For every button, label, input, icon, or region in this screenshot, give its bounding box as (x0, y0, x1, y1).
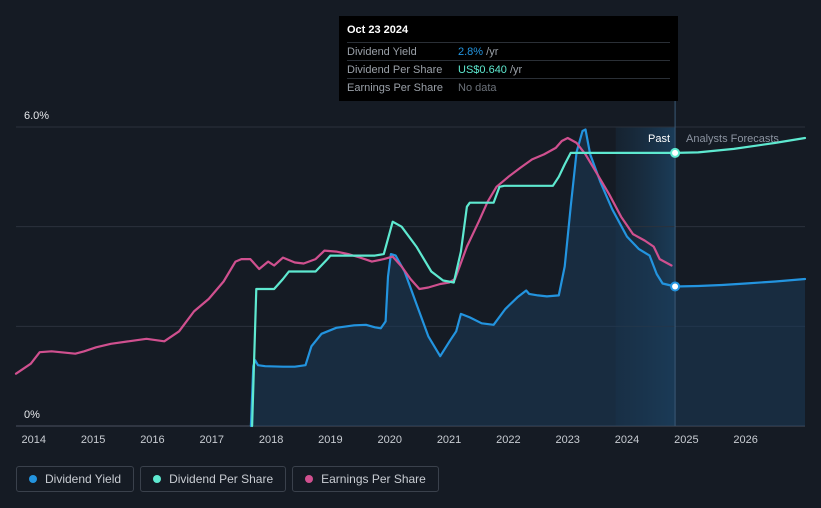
y-tick-label: 0% (24, 409, 40, 421)
tooltip-value: US$0.640 (458, 63, 507, 76)
y-tick-label: 6.0% (24, 110, 49, 122)
tooltip-label: Earnings Per Share (347, 81, 443, 94)
tooltip-row-earnings-per-share: Earnings Per Share No data (347, 78, 670, 96)
legend-item-earnings-per-share[interactable]: Earnings Per Share (292, 466, 439, 492)
legend-label: Dividend Per Share (169, 472, 274, 486)
legend-dot-icon (153, 475, 162, 483)
tooltip-unit: /yr (506, 63, 523, 76)
tooltip-row-dividend-per-share: Dividend Per Share US$0.640 /yr (347, 60, 670, 78)
legend-item-dividend-per-share[interactable]: Dividend Per Share (140, 466, 287, 492)
dividend-yield-line (249, 128, 807, 428)
x-tick-label: 2018 (259, 434, 283, 446)
x-tick-label: 2026 (733, 434, 757, 446)
x-tick-label: 2022 (496, 434, 520, 446)
x-tick-label: 2014 (22, 434, 46, 446)
legend-dot-icon (305, 475, 314, 483)
tooltip-label: Dividend Yield (347, 45, 417, 58)
x-tick-label: 2019 (318, 434, 342, 446)
tooltip: Oct 23 2024 Dividend Yield 2.8% /yr Divi… (339, 16, 678, 101)
tooltip-row-dividend-yield: Dividend Yield 2.8% /yr (347, 42, 670, 60)
dividend-per-share-marker (670, 147, 681, 158)
x-tick-label: 2016 (140, 434, 164, 446)
earnings-per-share-line (14, 136, 673, 375)
dividend-per-share-line (251, 136, 807, 428)
past-label: Past (648, 133, 670, 145)
tooltip-date: Oct 23 2024 (347, 24, 409, 36)
dividend-yield-area (250, 129, 805, 426)
x-tick-label: 2021 (437, 434, 461, 446)
x-tick-label: 2025 (674, 434, 698, 446)
tooltip-value: No data (458, 81, 497, 94)
tooltip-label: Dividend Per Share (347, 63, 443, 76)
x-tick-label: 2024 (615, 434, 639, 446)
x-tick-label: 2017 (200, 434, 224, 446)
x-tick-label: 2020 (377, 434, 401, 446)
x-tick-label: 2015 (81, 434, 105, 446)
legend-dot-icon (29, 475, 37, 483)
legend-item-dividend-yield[interactable]: Dividend Yield (16, 466, 135, 492)
x-tick-label: 2023 (555, 434, 579, 446)
legend: Dividend Yield Dividend Per Share Earnin… (16, 466, 439, 492)
legend-label: Earnings Per Share (321, 472, 426, 486)
dividend-yield-marker (670, 281, 681, 292)
tooltip-value: 2.8% (458, 45, 484, 58)
tooltip-unit: /yr (483, 45, 499, 58)
legend-label: Dividend Yield (45, 472, 122, 486)
forecast-label: Analysts Forecasts (686, 133, 779, 145)
